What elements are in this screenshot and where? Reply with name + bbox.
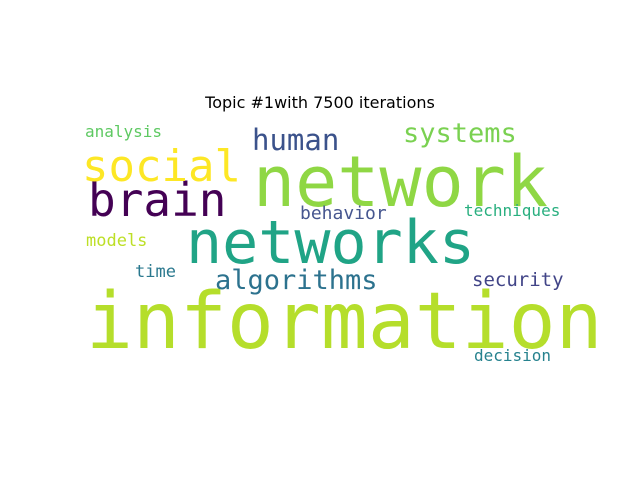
word-systems: systems <box>403 118 517 149</box>
word-models: models <box>86 231 147 251</box>
word-decision: decision <box>474 346 551 365</box>
word-information: information <box>86 277 603 367</box>
word-human: human <box>252 123 339 157</box>
word-networks: networks <box>186 208 475 278</box>
word-network: network <box>253 141 548 223</box>
word-analysis: analysis <box>85 122 162 141</box>
word-time: time <box>135 262 176 282</box>
word-techniques: techniques <box>464 201 560 220</box>
word-brain: brain <box>88 173 226 227</box>
chart-title: Topic #1with 7500 iterations <box>205 93 435 112</box>
word-behavior: behavior <box>300 203 387 224</box>
word-security: security <box>472 269 564 291</box>
word-social: social <box>82 141 241 192</box>
word-algorithms: algorithms <box>215 265 378 296</box>
